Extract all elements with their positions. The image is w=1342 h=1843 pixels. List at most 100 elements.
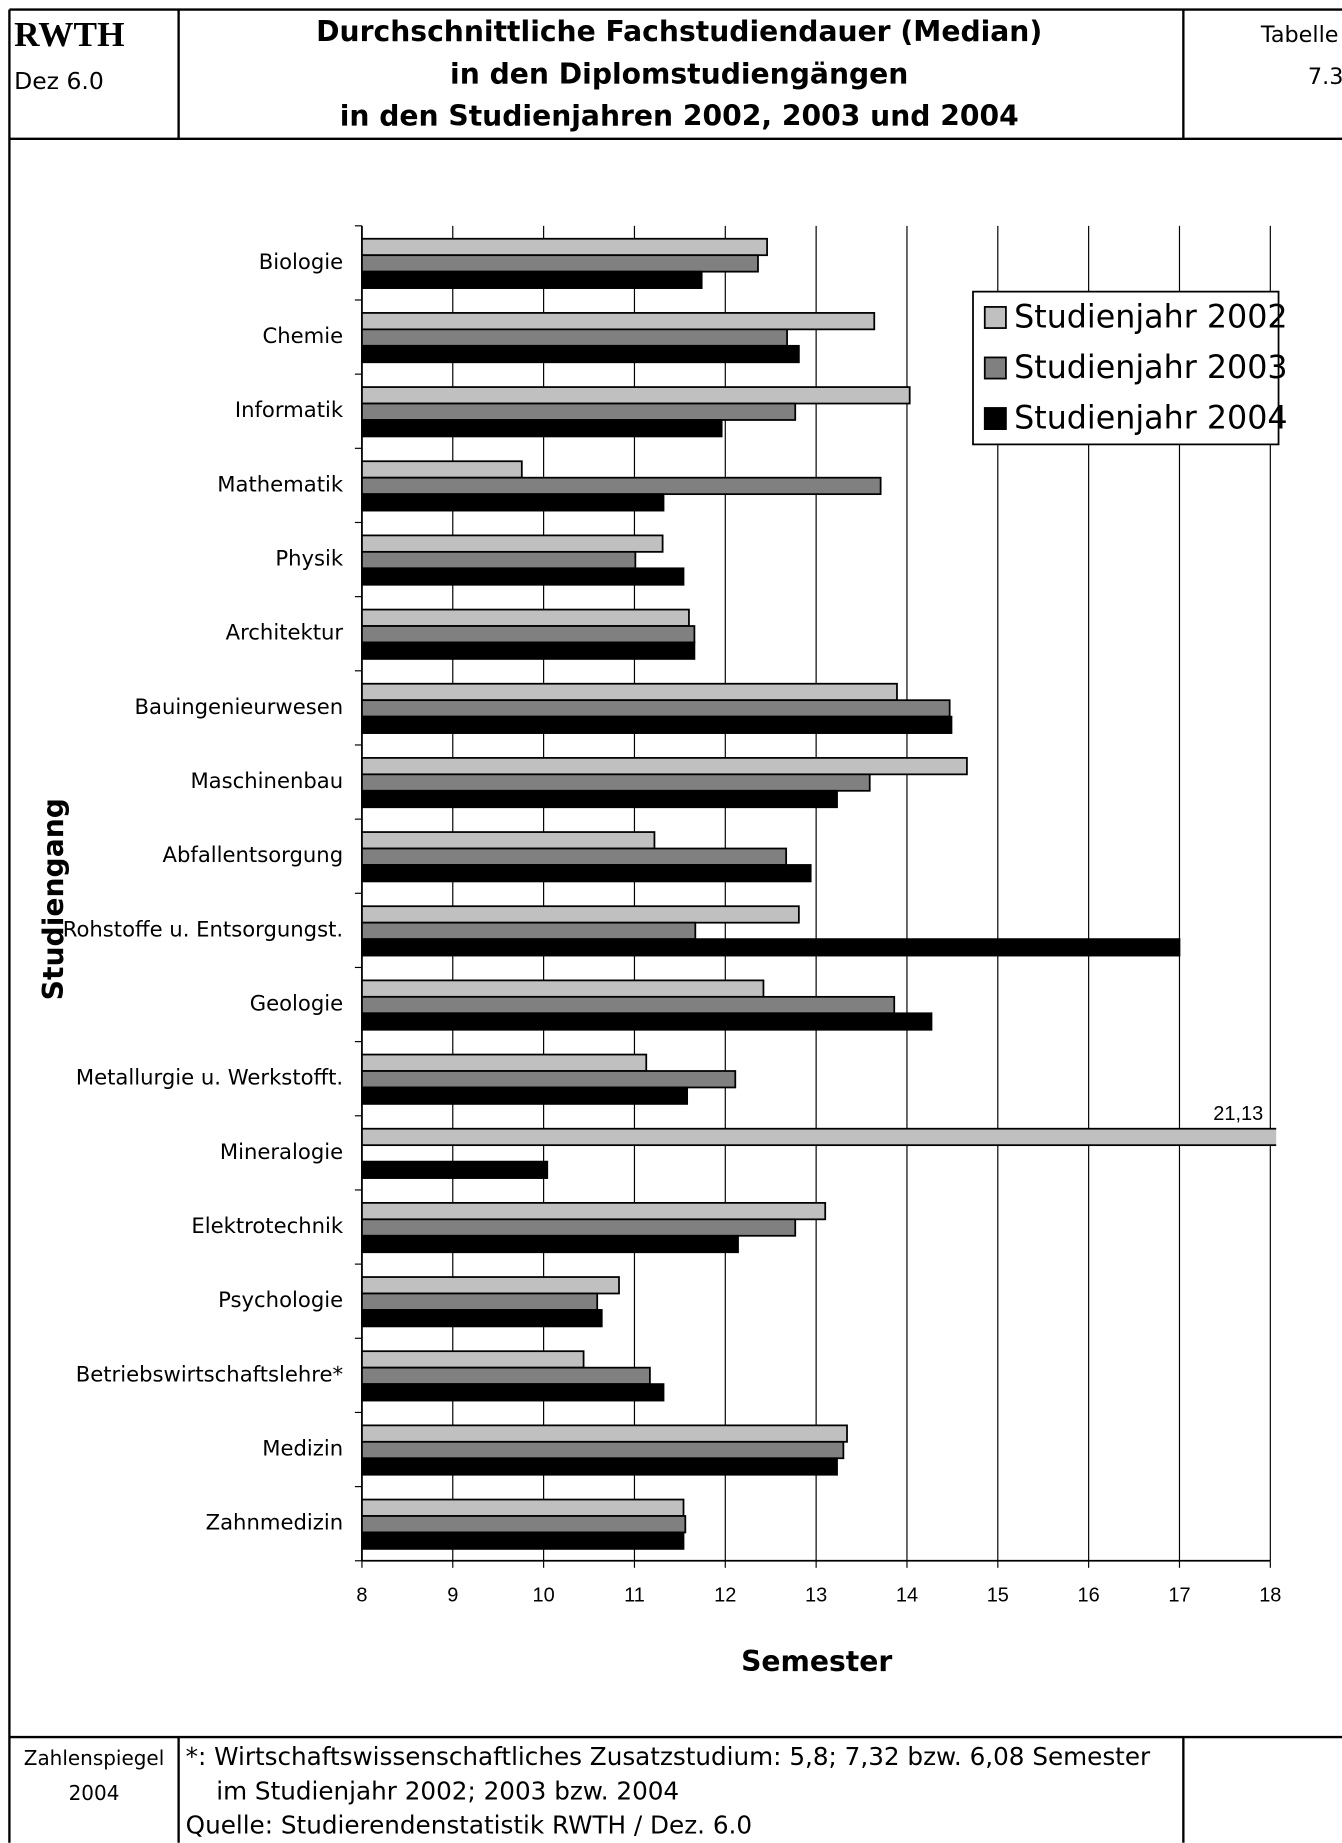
bar bbox=[361, 1457, 838, 1476]
bar bbox=[361, 1383, 665, 1402]
value-label: 21,13 bbox=[1213, 1103, 1263, 1125]
y-tick-label: Metallurgie u. Werkstofft. bbox=[76, 1065, 343, 1090]
bar bbox=[361, 386, 911, 405]
legend-label: Studienjahr 2004 bbox=[1014, 401, 1287, 437]
y-tick-label: Informatik bbox=[235, 397, 344, 422]
y-tick-label: Biologie bbox=[259, 249, 343, 274]
x-tick-label: 16 bbox=[1078, 1584, 1100, 1606]
bar bbox=[361, 847, 788, 866]
bar bbox=[361, 1424, 848, 1443]
bar bbox=[361, 1440, 845, 1460]
x-tick-label: 17 bbox=[1168, 1584, 1190, 1606]
frame bbox=[8, 8, 1342, 1843]
bar bbox=[361, 1218, 797, 1237]
bar bbox=[361, 1309, 603, 1328]
chart-title: in den Studienjahren 2002, 2003 und 2004 bbox=[340, 100, 1019, 133]
bar bbox=[361, 312, 876, 331]
y-tick-label: Abfallentsorgung bbox=[163, 842, 344, 867]
bar bbox=[361, 493, 665, 512]
bar bbox=[361, 402, 797, 421]
bar bbox=[361, 995, 896, 1015]
y-tick-label: Zahnmedizin bbox=[206, 1510, 344, 1535]
x-tick-label: 15 bbox=[987, 1584, 1009, 1606]
bar bbox=[361, 905, 800, 924]
bar bbox=[361, 1012, 933, 1031]
x-tick-label: 10 bbox=[533, 1584, 555, 1606]
legend-label: Studienjahr 2002 bbox=[1014, 300, 1287, 336]
legend-label: Studienjahr 2003 bbox=[1014, 350, 1287, 386]
bar bbox=[361, 1086, 689, 1105]
bar bbox=[361, 270, 703, 289]
bar bbox=[361, 938, 1181, 957]
bar bbox=[361, 254, 759, 273]
footer-left: 2004 bbox=[69, 1781, 120, 1805]
x-tick-label: 13 bbox=[805, 1584, 827, 1606]
y-tick-label: Mathematik bbox=[217, 471, 344, 496]
bar bbox=[361, 625, 696, 644]
footnote: im Studienjahr 2002; 2003 bzw. 2004 bbox=[216, 1776, 679, 1805]
source: Quelle: Studierendenstatistik RWTH / Dez… bbox=[186, 1810, 752, 1839]
legend-swatch bbox=[983, 407, 1007, 431]
y-tick-label: Maschinenbau bbox=[190, 768, 343, 793]
footnote: *: Wirtschaftswissenschaftliches Zusatzs… bbox=[186, 1742, 1151, 1771]
table-label: Tabelle bbox=[1260, 22, 1339, 48]
bar bbox=[361, 682, 898, 702]
bar bbox=[361, 550, 637, 570]
x-tick-label: 8 bbox=[356, 1584, 367, 1606]
y-tick-label: Rohstoffe u. Entsorgungst. bbox=[63, 916, 343, 941]
y-axis-label: Studiengang bbox=[37, 798, 70, 1000]
bar bbox=[361, 328, 788, 347]
y-tick-label: Architektur bbox=[226, 620, 344, 645]
legend-box bbox=[972, 290, 1280, 446]
bar bbox=[361, 1201, 827, 1221]
bar bbox=[361, 641, 696, 660]
x-tick-label: 11 bbox=[624, 1584, 645, 1606]
bar bbox=[361, 1276, 620, 1295]
bar bbox=[361, 534, 664, 553]
x-tick-label: 12 bbox=[714, 1584, 736, 1606]
legend-swatch bbox=[983, 306, 1007, 329]
bar bbox=[361, 864, 812, 883]
bar bbox=[361, 757, 968, 776]
bar bbox=[361, 608, 690, 627]
y-tick-label: Mineralogie bbox=[220, 1139, 343, 1164]
footer-left: Zahlenspiegel bbox=[24, 1746, 164, 1770]
bar bbox=[361, 979, 765, 998]
bar bbox=[361, 1053, 648, 1072]
bar bbox=[361, 1531, 685, 1550]
chart-title: in den Diplomstudiengängen bbox=[450, 57, 908, 90]
y-tick-label: Geologie bbox=[250, 991, 343, 1016]
bar bbox=[361, 419, 723, 438]
bar bbox=[361, 789, 838, 809]
x-axis-label: Semester bbox=[741, 1645, 892, 1678]
plot-area bbox=[361, 237, 1277, 1550]
bar bbox=[361, 344, 800, 364]
bar bbox=[361, 1070, 737, 1089]
x-tick-label: 9 bbox=[447, 1584, 458, 1606]
bar bbox=[361, 1234, 739, 1254]
bar bbox=[361, 1160, 549, 1179]
chart-title: Durchschnittliche Fachstudiendauer (Medi… bbox=[316, 15, 1042, 48]
dept: Dez 6.0 bbox=[14, 67, 104, 95]
bar bbox=[361, 237, 768, 257]
legend-swatch bbox=[983, 356, 1007, 380]
bar bbox=[361, 1292, 599, 1311]
y-tick-label: Betriebswirtschaftslehre* bbox=[76, 1361, 343, 1386]
x-tick-label: 14 bbox=[896, 1584, 918, 1606]
bar bbox=[361, 699, 951, 718]
bar bbox=[361, 460, 523, 479]
bar bbox=[361, 1127, 1277, 1147]
table-number: 7.3 bbox=[1308, 64, 1342, 90]
y-tick-label: Medizin bbox=[262, 1436, 343, 1461]
bar bbox=[361, 1515, 687, 1534]
bar bbox=[361, 476, 882, 496]
bar bbox=[361, 1366, 651, 1385]
y-tick-label: Elektrotechnik bbox=[191, 1213, 344, 1238]
bar bbox=[361, 921, 697, 941]
x-tick-label: 18 bbox=[1259, 1584, 1281, 1606]
bar bbox=[361, 773, 871, 792]
bar bbox=[361, 567, 685, 586]
y-tick-label: Bauingenieurwesen bbox=[134, 694, 343, 719]
y-tick-label: Physik bbox=[275, 546, 344, 571]
